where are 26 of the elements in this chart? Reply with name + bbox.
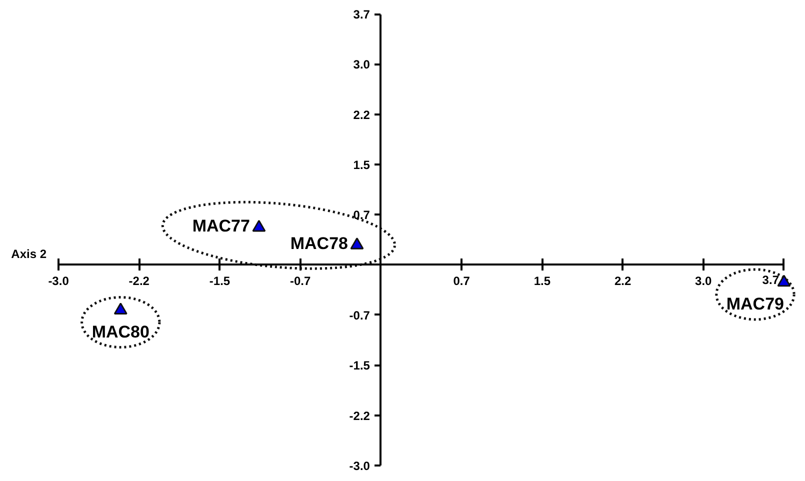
y-tick-label: -2.2 (349, 408, 370, 423)
x-tick-label: -0.7 (290, 274, 312, 288)
data-label: MAC77 (192, 216, 250, 236)
x-tick-label: 3.0 (695, 274, 712, 288)
x-tick-label: -2.2 (128, 274, 150, 288)
data-label: MAC78 (290, 234, 348, 254)
x-tick-label: 3.7 (762, 272, 780, 287)
data-label: MAC80 (92, 322, 150, 342)
y-tick-label: 1.5 (353, 158, 370, 172)
point (252, 220, 266, 232)
x-tick-label: 1.5 (534, 274, 551, 288)
x-axis-title: Axis 2 (11, 246, 47, 261)
x-tick-label: -3.0 (48, 274, 70, 288)
y-tick-label: 3.0 (353, 58, 370, 72)
y-tick-label: -0.7 (349, 308, 370, 322)
x-tick-label: 0.7 (453, 274, 470, 288)
y-tick-label: 2.2 (353, 108, 370, 122)
x-tick-label: 2.2 (614, 274, 632, 288)
x-tick-label: -1.5 (209, 274, 230, 288)
y-tick-label: 3.7 (353, 8, 370, 22)
y-tick-label: -1.5 (349, 358, 370, 373)
data-label: MAC79 (726, 294, 784, 314)
point (114, 302, 128, 314)
y-tick-label: 0.7 (353, 208, 370, 222)
point (350, 238, 364, 250)
y-tick-label: -3.0 (349, 458, 370, 473)
